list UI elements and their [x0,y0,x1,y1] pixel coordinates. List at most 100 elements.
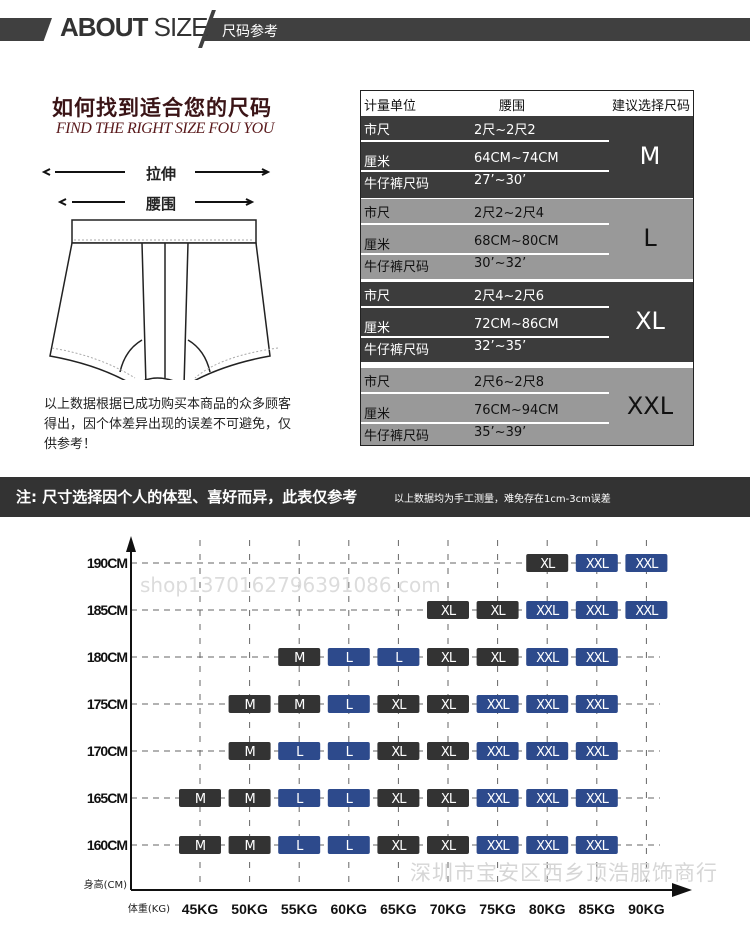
size-badge-label: XXL [635,604,659,619]
x-tick-label: 55KG [281,901,318,917]
recommended-size: M [639,142,661,170]
size-badge-label: XXL [586,557,610,572]
size-badge-label: XXL [487,839,511,854]
unit-cell: 市尺 [364,375,391,390]
size-badge-label: XL [391,745,407,760]
guide-description: 以上数据根据已成功购买本商品的众多顾客得出，因个体差异出现的误差不可避免，仅供参… [44,397,292,452]
recommended-size: XL [635,307,665,335]
size-badge-label: XL [441,792,457,807]
size-badge-label: M [195,792,205,807]
x-tick-label: 60KG [331,901,368,917]
y-axis-arrow-icon [126,536,136,552]
size-badge-label: XXL [586,839,610,854]
value-cell: 2尺4~2尺6 [474,289,544,304]
size-badge [476,789,519,807]
size-badge-label: XXL [536,745,560,760]
size-table: 计量单位 腰围 建议选择尺码 市尺 2尺~2尺2 厘米 64CM~74CM 牛仔裤尺码 2… [360,90,694,446]
unit-cell: 牛仔裤尺码 [364,177,430,192]
note-bar: 注: 尺寸选择因个人的体型、喜好而异，此表仅参考 以上数据均为手工测量，难免存在… [0,477,750,517]
x-tick-label: 90KG [628,901,665,917]
size-badge-label: XL [540,557,556,572]
size-badge [179,836,221,854]
size-badge-label: L [346,745,354,760]
y-tick-label: 175CM [87,696,127,712]
unit-cell: 牛仔裤尺码 [364,260,430,275]
row-divider [361,306,609,308]
x-tick-label: 45KG [182,901,219,917]
size-badge [327,742,370,760]
size-badge-label: XXL [586,745,610,760]
y-axis-label: 身高(CM) [84,878,128,891]
size-badge [327,695,370,713]
size-badge-label: XXL [487,745,511,760]
table-header: 计量单位 腰围 建议选择尺码 [361,91,693,116]
value-cell: 35’~39’ [474,425,527,440]
size-badge [526,836,569,854]
size-badge-label: XL [391,839,407,854]
row-divider [361,336,609,338]
size-badge [575,789,618,807]
size-badge-label: XL [391,698,407,713]
size-badge-label: L [296,839,304,854]
size-badge-label: L [346,651,354,666]
unit-cell: 厘米 [364,407,391,422]
size-badge [575,648,618,666]
header-waist: 腰围 [499,99,526,114]
size-badge-label: XXL [586,792,610,807]
unit-cell: 厘米 [364,321,391,336]
unit-cell: 市尺 [364,289,391,304]
x-axis-label: 体重(KG) [128,902,170,915]
size-badge [476,648,519,666]
x-tick-label: 70KG [430,901,467,917]
header-unit: 计量单位 [364,99,417,114]
size-badge-label: XL [491,651,507,666]
size-badge-label: M [244,792,254,807]
size-badge [278,836,321,854]
row-divider [361,392,609,394]
size-badge-label: XXL [487,792,511,807]
size-badge [228,789,271,807]
size-badge-label: XXL [536,604,560,619]
guide-title-en: FIND THE RIGHT SIZE FOU YOU [56,120,274,137]
size-badge [327,789,370,807]
y-tick-label: 180CM [87,649,127,665]
value-cell: 30’~32’ [474,256,527,271]
size-badge [575,554,618,572]
size-badge [526,789,569,807]
size-badge [427,742,469,760]
value-cell: 2尺~2尺2 [474,123,536,138]
row-divider [361,170,609,172]
size-badge [427,836,469,854]
size-badge-label: L [346,792,354,807]
size-badge [228,836,271,854]
size-badge [526,695,569,713]
recommended-size: L [643,224,657,252]
x-tick-label: 65KG [380,901,417,917]
size-badge-label: XXL [536,839,560,854]
watermark-shop: 深圳市宝安区西乡顶浩服饰商行 [410,861,718,885]
stretch-arrow-left [41,168,125,176]
size-badge [427,789,469,807]
size-badge-label: XL [441,745,457,760]
value-cell: 72CM~86CM [474,317,559,332]
y-tick-label: 185CM [87,602,127,618]
size-badge [526,648,569,666]
size-badge-label: M [244,839,254,854]
header-subtitle: 尺码参考 [222,24,278,40]
value-cell: 68CM~80CM [474,234,559,249]
size-badge [625,601,668,619]
guide-title-cn: 如何找到适合您的尺码 [52,95,272,120]
unit-cell: 厘米 [364,238,391,253]
unit-cell: 牛仔裤尺码 [364,343,430,358]
size-badge [377,789,420,807]
header-size: 建议选择尺码 [611,99,690,114]
header-title: ABOUT SIZE [60,12,208,43]
size-grid-chart: 45KG 50KG 55KG 60KG 65KG 70KG 75KG 80KG 85KG 90KG… [84,536,692,917]
y-tick-label: 160CM [87,837,127,853]
y-tick-label: 165CM [87,790,127,806]
size-badge [575,601,618,619]
y-tick-label: 170CM [87,743,127,759]
row-divider [361,140,609,142]
unit-cell: 市尺 [364,206,391,221]
size-badge-label: XXL [536,698,560,713]
